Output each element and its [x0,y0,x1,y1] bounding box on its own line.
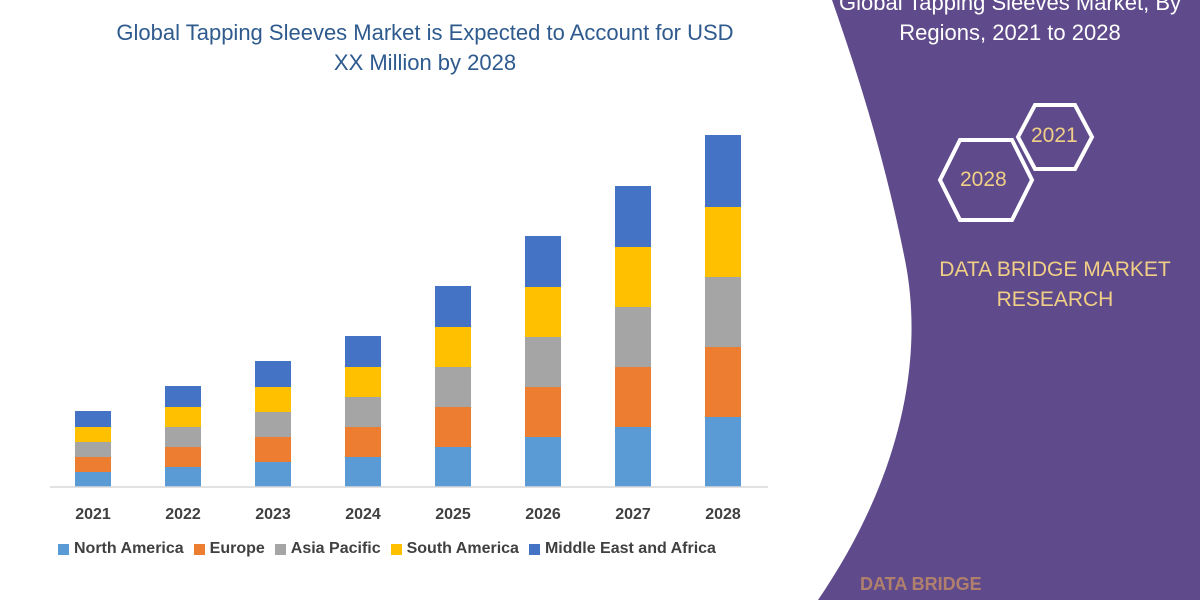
x-tick-label: 2022 [165,506,201,523]
hexagon-2028 [937,138,1035,222]
bar-segment-2021-north-america [75,472,111,487]
purple-side-panel [818,0,1200,600]
x-tick-label: 2026 [525,506,561,523]
legend: North America Europe Asia Pacific South … [58,540,716,558]
legend-swatch [390,543,402,555]
bar-segment-2024-asia-pacific [345,397,381,427]
bar-segment-2025-middle-east-and-africa [435,286,471,327]
legend-label: North America [74,540,184,557]
bar-segment-2021-europe [75,457,111,472]
legend-item-north-america: North America [58,540,184,558]
bar-segment-2024-south-america [345,367,381,397]
bar-segment-2027-asia-pacific [615,307,651,367]
bar-segment-2024-middle-east-and-africa [345,336,381,367]
legend-label: Middle East and Africa [544,540,716,557]
legend-swatch [274,543,286,555]
bar-segment-2026-south-america [525,287,561,337]
legend-item-asia-pacific: Asia Pacific [274,540,381,558]
x-tick-label: 2027 [615,506,651,523]
bar-segment-2024-north-america [345,457,381,487]
chart-title: Global Tapping Sleeves Market is Expecte… [116,20,734,75]
bar-segment-2022-middle-east-and-africa [165,386,201,407]
bar-segment-2025-south-america [435,327,471,367]
stacked-bar-chart: 2021 2022 2023 2024 2025 2026 2027 2028 [75,135,741,523]
side-panel-title: Global Tapping Sleeves Market, By Region… [839,0,1181,45]
bar-segment-2021-south-america [75,427,111,442]
hexagon-2021 [1015,103,1095,171]
bar-segment-2023-south-america [255,387,291,412]
bar-segment-2026-asia-pacific [525,337,561,387]
legend-swatch [193,543,205,555]
x-tick-label: 2025 [435,506,471,523]
legend-label: Asia Pacific [290,540,381,557]
bar-segment-2027-south-america [615,247,651,307]
bar-segment-2025-north-america [435,447,471,487]
bar-segment-2022-europe [165,447,201,467]
legend-swatch [58,543,69,555]
legend-item-middle-east-africa: Middle East and Africa [528,540,716,558]
legend-swatch [528,543,540,555]
bar-segment-2022-south-america [165,407,201,427]
bar-segment-2023-europe [255,437,291,462]
bar-segment-2025-asia-pacific [435,367,471,407]
bar-segment-2028-asia-pacific [705,277,741,347]
hex-label-2021: 2021 [1031,124,1078,147]
x-tick-label: 2023 [255,506,291,523]
brand-text: DATA BRIDGE MARKET RESEARCH [939,258,1171,311]
bar-segment-2025-europe [435,407,471,447]
bar-segment-2023-middle-east-and-africa [255,361,291,387]
bar-segment-2028-north-america [705,417,741,487]
bar-segment-2022-asia-pacific [165,427,201,447]
x-tick-label: 2021 [75,506,111,523]
x-tick-label: 2028 [705,506,741,523]
bar-segment-2023-north-america [255,462,291,487]
x-tick-label: 2024 [345,506,381,523]
legend-label: South America [406,540,519,557]
bar-segment-2021-asia-pacific [75,442,111,457]
bar-segment-2026-north-america [525,437,561,487]
bar-segment-2021-middle-east-and-africa [75,411,111,427]
bar-segment-2027-north-america [615,427,651,487]
bar-segment-2028-europe [705,347,741,417]
bottom-logo: DATA BRIDGE [860,574,982,594]
hex-label-2028: 2028 [960,168,1007,191]
legend-item-europe: Europe [193,540,265,558]
bar-segment-2022-north-america [165,467,201,487]
bar-segment-2027-europe [615,367,651,427]
bar-segment-2028-middle-east-and-africa [705,135,741,207]
legend-item-south-america: South America [390,540,519,558]
bar-segment-2024-europe [345,427,381,457]
bar-segment-2026-middle-east-and-africa [525,236,561,287]
bar-segment-2026-europe [525,387,561,437]
bar-segment-2027-middle-east-and-africa [615,186,651,247]
bar-segment-2023-asia-pacific [255,412,291,437]
legend-label: Europe [209,540,265,557]
bar-segment-2028-south-america [705,207,741,277]
